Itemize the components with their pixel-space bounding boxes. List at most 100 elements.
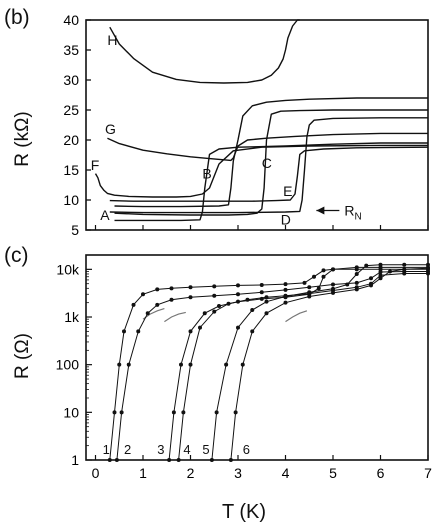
panel-b-y-tick-label: 30	[63, 72, 79, 88]
panel-c-y-axis-label: R (Ω)	[12, 333, 33, 379]
panel-c-point-5	[224, 362, 229, 367]
panel-c-y-tick-label: 10k	[56, 261, 80, 277]
panel-c-curve-4	[178, 273, 428, 461]
panel-c-point-3	[217, 304, 221, 309]
panel-c-point-5	[364, 263, 369, 268]
panel-c-curve-label-2: 2	[124, 442, 131, 457]
panel-c-point-6	[250, 329, 255, 334]
panel-c-point-6	[354, 287, 359, 292]
panel-label-c: (c)	[4, 244, 29, 267]
panel-c-point-6	[240, 362, 245, 367]
panel-c-point-1	[188, 285, 193, 290]
panel-c-point-3	[171, 410, 176, 415]
panel-c-point-1	[112, 410, 117, 415]
panel-c-point-5	[214, 410, 219, 415]
panel-c-point-6	[228, 458, 233, 462]
panel-c-point-3	[179, 362, 183, 367]
panel-c-x-tick-label: 2	[187, 465, 195, 481]
panel-c-point-2	[354, 280, 359, 285]
panel-b-y-tick-label: 5	[71, 222, 79, 238]
panel-b-curve-a	[114, 142, 428, 222]
panel-c-x-tick-label: 5	[329, 465, 337, 481]
panel-b-y-tick-label: 35	[63, 42, 79, 58]
panel-b-curve-label-a: A	[100, 207, 110, 223]
panel-c-y-tick-label: 1k	[64, 309, 80, 325]
panel-c-point-6	[388, 269, 392, 274]
panel-c-point-5	[354, 271, 359, 276]
panel-c-point-1	[312, 274, 316, 279]
panel-c-point-6	[378, 276, 383, 281]
panel-b-y-tick-label: 15	[63, 162, 79, 178]
panel-b-curve-label-b: B	[202, 165, 211, 181]
panel-b-curve-g	[107, 132, 428, 162]
panel-c-point-2	[119, 410, 124, 415]
panel-c-point-4	[245, 297, 250, 302]
panel-c-point-2	[236, 292, 240, 297]
panel-c-point-3	[354, 265, 359, 270]
panel-c-point-2	[378, 269, 383, 274]
panel-c-point-3	[331, 267, 335, 272]
panel-c-point-3	[321, 274, 326, 279]
panel-c-point-1	[131, 302, 136, 307]
panel-c-point-4	[402, 271, 407, 276]
panel-c-point-6	[264, 311, 269, 316]
panel-c-x-tick-label: 0	[92, 465, 100, 481]
panel-b-y-tick-label: 10	[63, 192, 79, 208]
panel-c-point-4	[378, 273, 383, 278]
panel-c-point-5	[345, 282, 350, 287]
panel-c-point-2	[169, 297, 174, 302]
rn-annotation: RN	[344, 203, 361, 223]
panel-c-point-1	[302, 280, 307, 285]
panel-c-point-3	[202, 311, 207, 316]
panel-c-point-1	[155, 287, 160, 292]
panel-c-x-axis-label: T (K)	[222, 501, 266, 523]
panel-b-curve-h	[109, 19, 300, 84]
panel-c-x-tick-label: 3	[234, 465, 242, 481]
panel-c-curve-label-6: 6	[243, 442, 250, 457]
panel-c-point-2	[145, 311, 150, 316]
panel-c-frame	[85, 254, 429, 461]
panel-c-point-1	[122, 329, 126, 334]
panel-b-curve-c	[114, 109, 428, 216]
panel-b-y-axis-label: R (kΩ)	[12, 111, 33, 166]
panel-c-curve-label-4: 4	[183, 442, 190, 457]
panel-c-point-5	[307, 290, 312, 295]
panel-c-y-tick-label: 10	[63, 404, 79, 420]
panel-c-point-2	[212, 293, 217, 298]
panel-b-curve-b	[114, 97, 428, 208]
panel-c-point-2	[114, 458, 119, 462]
panel-c-point-5	[331, 286, 335, 291]
panel-c-point-5	[283, 294, 288, 299]
panel-c-point-5	[378, 262, 383, 267]
panel-c-point-5	[426, 262, 430, 267]
panel-c-point-4	[264, 295, 269, 300]
panel-c-thin-line-3	[285, 310, 308, 323]
panel-c-y-tick-label: 1	[71, 452, 79, 468]
panel-c-point-3	[188, 329, 193, 334]
panel-c-point-1	[107, 458, 112, 462]
panel-c-point-2	[155, 302, 160, 307]
panel-c-point-2	[136, 329, 141, 334]
panel-c-point-2	[369, 276, 373, 281]
panel-c-point-2	[331, 282, 335, 287]
panel-label-b: (b)	[4, 6, 30, 29]
panel-b-curve-label-h: H	[107, 32, 117, 48]
panel-c-thin-line-2	[164, 311, 186, 323]
panel-c-x-tick-label: 6	[377, 465, 385, 481]
panel-c-point-4	[226, 301, 231, 306]
panel-b-y-tick-label: 25	[63, 102, 79, 118]
panel-b-curve-label-e: E	[283, 183, 292, 199]
panel-c-curve-3	[168, 266, 428, 461]
panel-c-point-2	[283, 287, 288, 292]
panel-b-curve-label-g: G	[105, 121, 116, 137]
panel-c-point-5	[250, 308, 255, 313]
panel-c-x-tick-label: 4	[282, 465, 290, 481]
panel-b-curve-e	[109, 146, 429, 202]
panel-c-point-1	[117, 362, 122, 367]
panel-c-point-5	[402, 262, 407, 267]
panel-c-point-5	[236, 325, 240, 330]
panel-c-point-6	[307, 294, 312, 299]
panel-c-point-1	[236, 283, 240, 288]
panel-c-point-3	[167, 458, 172, 462]
panel-c-point-4	[176, 458, 181, 462]
